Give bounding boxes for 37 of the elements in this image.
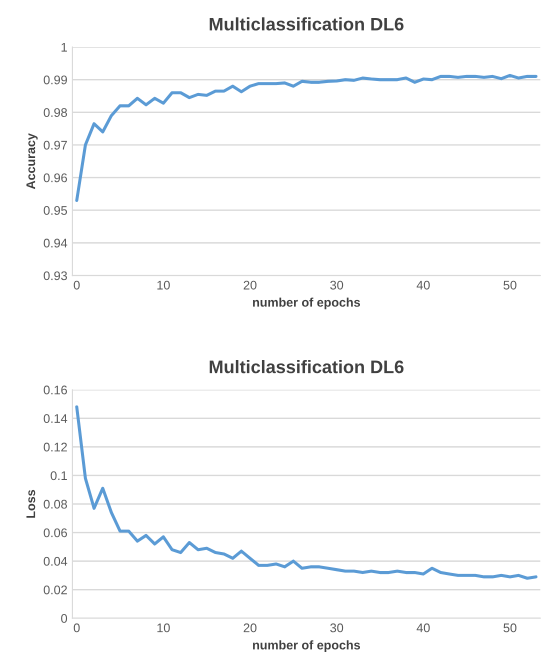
x-axis-title: number of epochs [253, 298, 360, 310]
y-tick-label: 0.04 [44, 556, 68, 566]
y-tick-label: 0.93 [44, 271, 67, 280]
chart-title: Multiclassification DL6 [210, 17, 404, 31]
y-tick-label: 0.1 [50, 471, 67, 480]
y-axis-title: Accuracy [26, 133, 38, 190]
x-tick-label: 50 [504, 623, 516, 632]
x-tick-label: 20 [244, 280, 256, 290]
x-tick-label: 0 [74, 280, 80, 290]
y-tick-label: 0.06 [44, 528, 67, 538]
x-tick-label: 30 [330, 280, 344, 290]
y-tick-label: 0.97 [44, 140, 67, 150]
y-tick-label: 0.08 [44, 500, 68, 509]
x-tick-label: 40 [416, 280, 430, 290]
y-tick-label: 0.99 [44, 75, 67, 84]
y-tick-label: 0.14 [44, 414, 68, 423]
x-tick-label: 50 [504, 280, 516, 290]
y-tick-label: 0.12 [44, 442, 67, 452]
x-tick-label: 10 [157, 280, 170, 290]
y-tick-label: 0.95 [44, 206, 68, 215]
chart-title: Multiclassification DL6 [210, 360, 404, 374]
x-tick-label: 30 [330, 623, 344, 632]
line-series [75, 405, 538, 580]
x-tick-label: 40 [416, 623, 430, 632]
y-tick-label: 0.94 [44, 238, 68, 248]
x-tick-label: 20 [244, 623, 256, 632]
x-tick-label: 0 [74, 623, 80, 632]
y-tick-label: 1 [62, 42, 67, 52]
y-tick-label: 0.98 [44, 108, 68, 117]
y-tick-label: 0.02 [44, 585, 67, 594]
line-series [75, 74, 538, 202]
x-axis-title: number of epochs [253, 640, 360, 652]
y-tick-label: 0.96 [44, 173, 67, 182]
x-tick-label: 10 [157, 623, 170, 632]
y-axis-title: Loss [26, 490, 36, 518]
y-tick-label: 0 [61, 614, 68, 623]
y-tick-label: 0.16 [44, 386, 67, 394]
